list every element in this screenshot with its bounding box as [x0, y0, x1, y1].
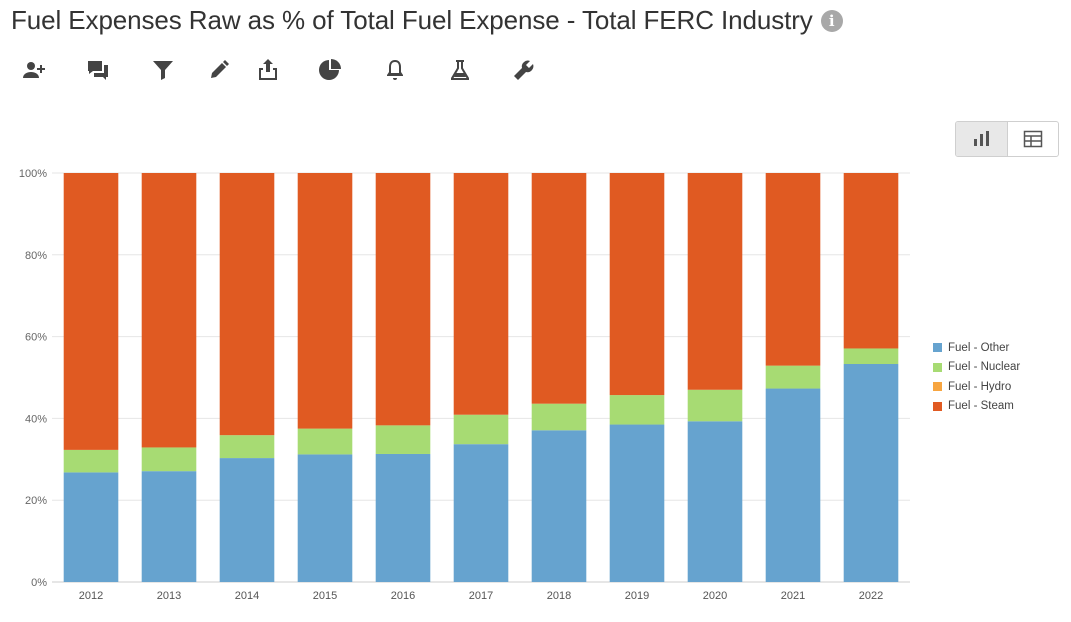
wrench-icon[interactable]: [510, 56, 538, 84]
bar-segment: [63, 449, 119, 473]
bar-segment: [531, 403, 587, 431]
table-view-button[interactable]: [1006, 122, 1059, 156]
legend-item[interactable]: Fuel - Nuclear: [933, 358, 1020, 378]
bar-segment: [453, 414, 509, 445]
bar-segment: [609, 173, 665, 396]
x-tick-label: 2015: [313, 590, 337, 602]
bar-segment: [609, 424, 665, 582]
bar-segment: [219, 435, 275, 459]
pie-chart-icon[interactable]: [316, 56, 344, 84]
bar-segment: [453, 444, 509, 582]
page-title-row: Fuel Expenses Raw as % of Total Fuel Exp…: [11, 5, 843, 36]
share-icon[interactable]: [254, 56, 282, 84]
bar-chart-view-button[interactable]: [956, 122, 1007, 156]
bar-segment: [375, 173, 431, 426]
bar-segment: [687, 389, 743, 422]
bar-segment: [141, 447, 197, 472]
bar-segment: [297, 173, 353, 429]
legend-item[interactable]: Fuel - Steam: [933, 397, 1020, 417]
legend-label: Fuel - Hydro: [948, 380, 1012, 393]
table-icon: [1023, 130, 1042, 148]
bar-segment: [375, 453, 431, 582]
x-tick-label: 2018: [547, 590, 571, 602]
x-tick-label: 2013: [157, 590, 181, 602]
bar-segment: [297, 428, 353, 455]
legend-swatch: [933, 401, 942, 411]
bar-segment: [63, 173, 119, 450]
legend-item[interactable]: Fuel - Other: [933, 338, 1020, 358]
bar-segment: [531, 430, 587, 582]
x-tick-label: 2016: [391, 590, 415, 602]
bar-segment: [531, 173, 587, 404]
bar-segment: [453, 173, 509, 415]
chart-legend: Fuel - Other Fuel - Nuclear Fuel - Hydro Fu…: [933, 338, 1020, 416]
y-tick-label: 100%: [19, 168, 47, 180]
page-title: Fuel Expenses Raw as % of Total Fuel Exp…: [11, 5, 813, 35]
bar-segment: [219, 173, 275, 436]
bell-icon[interactable]: [381, 56, 409, 84]
legend-label: Fuel - Nuclear: [948, 361, 1021, 374]
x-tick-label: 2017: [469, 590, 493, 602]
y-tick-label: 60%: [25, 332, 47, 344]
bar-segment: [297, 454, 353, 582]
bar-segment: [375, 425, 431, 454]
legend-swatch: [933, 362, 942, 372]
legend-label: Fuel - Steam: [948, 400, 1014, 413]
y-tick-label: 80%: [25, 250, 47, 262]
x-tick-label: 2021: [781, 590, 805, 602]
bar-segment: [63, 472, 119, 582]
stacked-bar-chart: 0% 20% 40% 60% 80% 100% 2012 2013 2014 2015 2016 20…: [19, 168, 910, 602]
bar-segment: [843, 173, 899, 349]
y-tick-label: 20%: [25, 495, 47, 507]
legend-label: Fuel - Other: [948, 341, 1010, 354]
add-user-icon[interactable]: [20, 56, 48, 84]
bar-segment: [843, 348, 899, 365]
bar-segment: [765, 173, 821, 366]
y-tick-label: 0%: [31, 577, 47, 589]
legend-swatch: [933, 382, 942, 392]
filter-icon[interactable]: [149, 56, 177, 84]
bar-segment: [687, 421, 743, 582]
bar-segment: [765, 388, 821, 582]
flask-icon[interactable]: [446, 56, 474, 84]
x-tick-label: 2022: [859, 590, 883, 602]
legend-item[interactable]: Fuel - Hydro: [933, 377, 1020, 397]
info-circle-icon[interactable]: i: [820, 9, 843, 32]
legend-swatch: [933, 343, 942, 353]
bar-segment: [141, 173, 197, 448]
x-tick-label: 2019: [625, 590, 649, 602]
bar-segment: [219, 458, 275, 582]
x-tick-label: 2012: [79, 590, 103, 602]
x-tick-label: 2020: [703, 590, 727, 602]
bar-segment: [765, 365, 821, 389]
bar-segment: [609, 395, 665, 425]
bar-segment: [687, 173, 743, 390]
y-tick-label: 40%: [25, 413, 47, 425]
comments-icon[interactable]: [84, 56, 112, 84]
bar-chart-icon: [974, 131, 990, 146]
bar-segment: [843, 364, 899, 582]
x-tick-label: 2014: [235, 590, 259, 602]
pencil-icon[interactable]: [205, 56, 233, 84]
bar-segment: [141, 471, 197, 582]
view-toggle: [955, 121, 1059, 157]
